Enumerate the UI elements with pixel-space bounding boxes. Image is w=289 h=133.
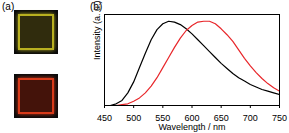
svg-text:750: 750 [272,113,287,123]
svg-text:Intensity (a. u.): Intensity (a. u.) [92,0,102,60]
svg-text:Wavelength / nm: Wavelength / nm [158,122,225,132]
svg-text:700: 700 [243,113,258,123]
svg-text:500: 500 [126,113,141,123]
svg-text:450: 450 [97,113,112,123]
